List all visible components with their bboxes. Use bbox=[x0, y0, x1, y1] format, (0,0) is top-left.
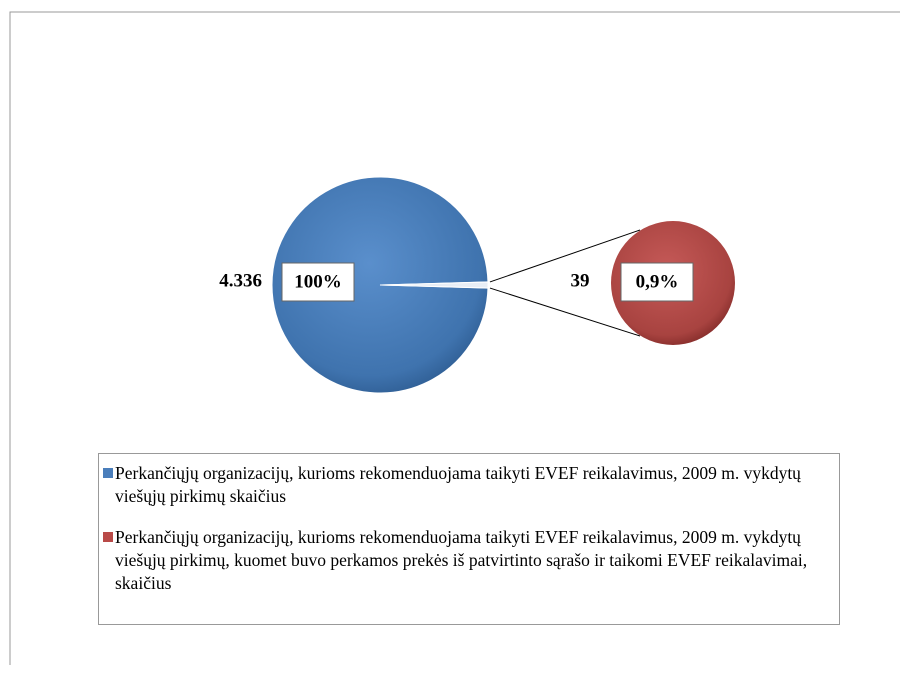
pie-slice bbox=[271, 176, 489, 394]
legend-text: Perkančiųjų organizacijų, kurioms rekome… bbox=[115, 527, 808, 593]
legend-entry: Perkančiųjų organizacijų, kurioms rekome… bbox=[103, 526, 829, 595]
connector bbox=[489, 229, 641, 283]
legend-swatch bbox=[103, 532, 113, 542]
legend-entry: Perkančiųjų organizacijų, kurioms rekome… bbox=[103, 462, 829, 508]
percent-box bbox=[620, 262, 694, 302]
legend: Perkančiųjų organizacijų, kurioms rekome… bbox=[98, 453, 840, 625]
connector bbox=[489, 287, 641, 337]
frame bbox=[9, 11, 900, 665]
value-label: 39 bbox=[571, 270, 590, 291]
percent-label: 100% bbox=[294, 271, 342, 292]
percent-label: 0,9% bbox=[636, 271, 679, 292]
legend-swatch bbox=[103, 468, 113, 478]
pie-slice bbox=[379, 281, 489, 289]
legend-text: Perkančiųjų organizacijų, kurioms rekome… bbox=[115, 463, 801, 506]
value-label: 4.336 bbox=[219, 270, 262, 291]
percent-box bbox=[281, 262, 355, 302]
